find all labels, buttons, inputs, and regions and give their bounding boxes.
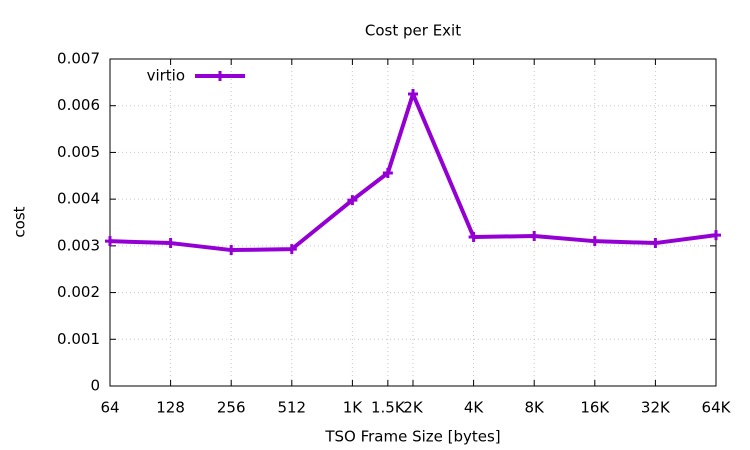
point-marker	[650, 238, 661, 249]
chart-title: Cost per Exit	[365, 22, 461, 40]
x-tick-label: 64	[100, 399, 119, 417]
x-tick-label: 1.5K	[371, 399, 406, 417]
x-tick-label: 128	[156, 399, 185, 417]
y-axis-label: cost	[11, 206, 29, 237]
point-marker	[711, 230, 721, 241]
y-tick-label: 0.006	[57, 96, 100, 114]
point-marker	[105, 236, 115, 247]
plot-frame	[109, 58, 717, 387]
point-marker	[468, 231, 479, 242]
x-axis-label: TSO Frame Size [bytes]	[324, 428, 500, 446]
y-tick-label: 0.007	[57, 50, 100, 68]
point-marker	[165, 238, 176, 249]
x-tick-label: 16K	[580, 399, 610, 417]
x-tick-label: 256	[217, 399, 246, 417]
y-tick-label: 0	[90, 377, 100, 395]
x-tick-label: 8K	[525, 399, 546, 417]
y-tick-label: 0.004	[57, 190, 100, 208]
point-marker	[347, 195, 358, 206]
y-tick-label: 0.005	[57, 143, 100, 161]
y-tick-label: 0.001	[57, 330, 100, 348]
series-line	[109, 92, 717, 253]
x-tick-label: 32K	[641, 399, 671, 417]
point-marker	[382, 167, 393, 178]
x-tick-label: 1K	[343, 399, 364, 417]
x-tick-label: 4K	[464, 399, 485, 417]
point-marker	[529, 231, 540, 242]
x-tick-label: 512	[277, 399, 306, 417]
x-tick-label: 2K	[403, 399, 424, 417]
point-marker	[589, 236, 600, 247]
point-marker	[408, 89, 418, 100]
y-tick-label: 0.002	[57, 283, 100, 301]
y-tick-label: 0.003	[57, 236, 100, 254]
x-tick-label: 64K	[702, 399, 732, 417]
legend-label: virtio	[147, 67, 185, 85]
point-marker	[286, 244, 297, 255]
legend-marker	[215, 71, 225, 81]
point-marker	[226, 245, 237, 256]
